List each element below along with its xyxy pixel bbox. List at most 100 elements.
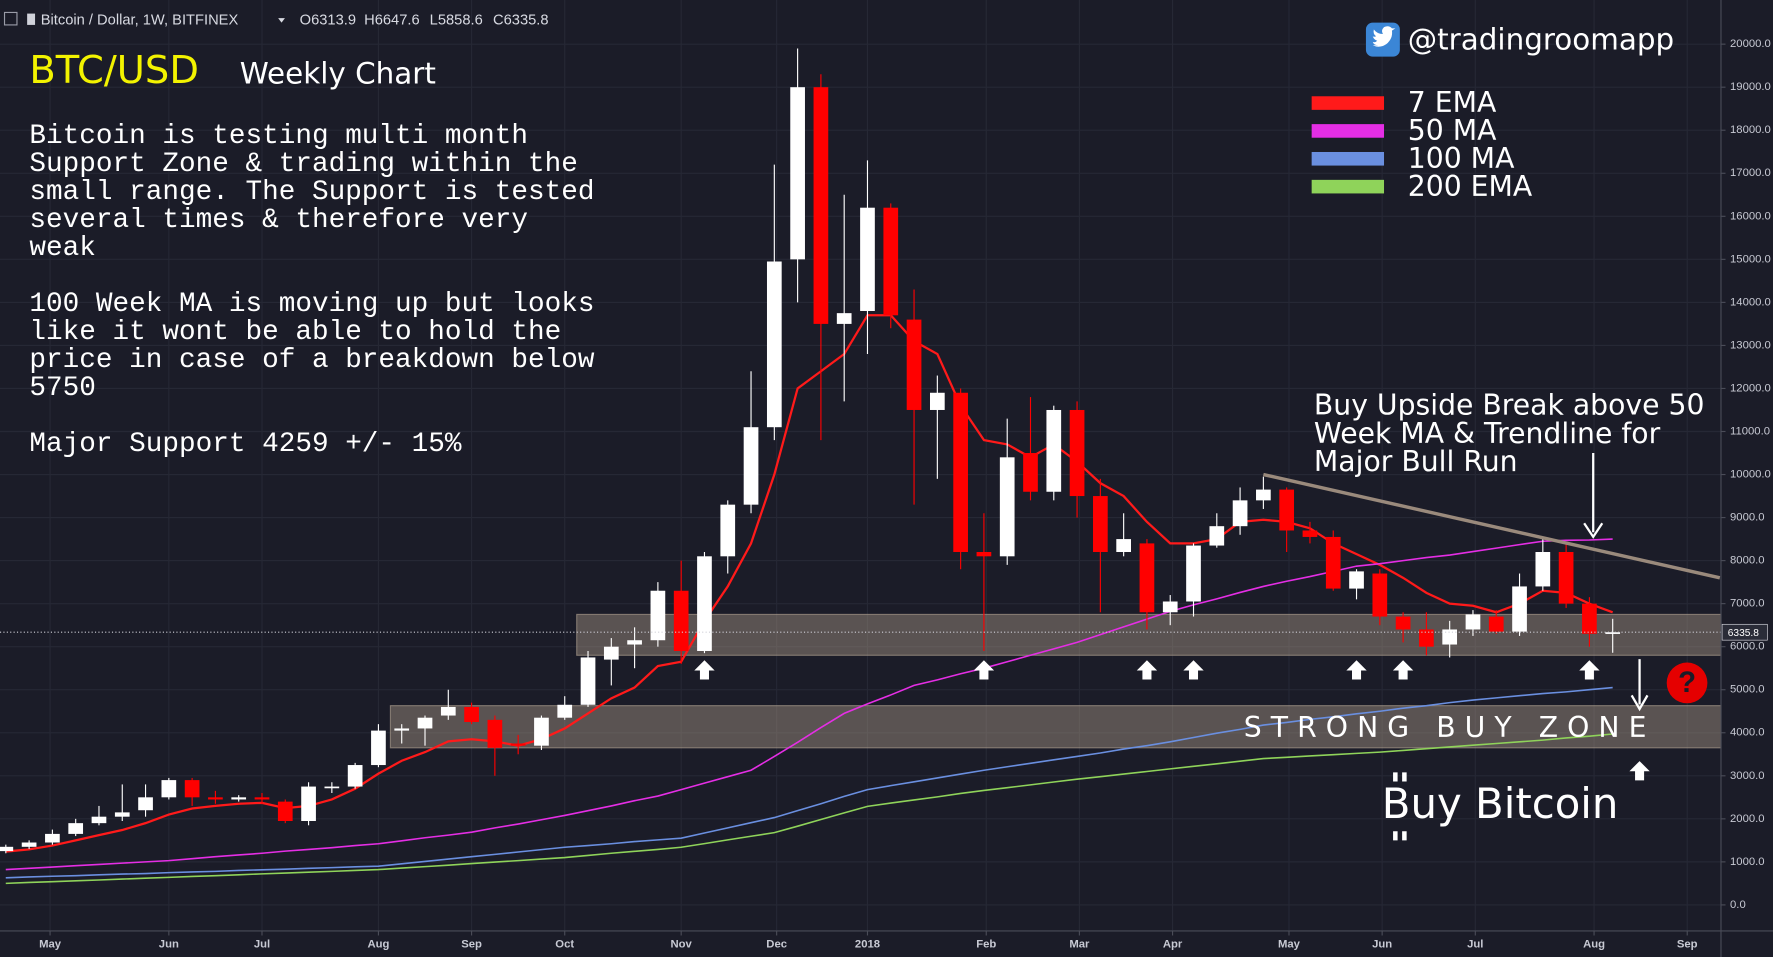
x-tick-label: 2018 xyxy=(855,939,880,951)
y-tick-label: 14000.0 xyxy=(1730,296,1771,308)
support-arrow xyxy=(1579,660,1600,680)
y-tick-label: 2000.0 xyxy=(1730,813,1765,825)
chart-title: BTC/USD xyxy=(29,48,199,93)
zone xyxy=(576,613,1722,656)
candle-body xyxy=(720,504,736,557)
candle-body xyxy=(324,786,340,789)
annotation-line: Bitcoin is testing multi month xyxy=(29,121,528,152)
candle-body xyxy=(1442,629,1458,645)
price-tag xyxy=(1721,623,1768,641)
callout-line: Major Bull Run xyxy=(1314,445,1518,478)
legend-swatch xyxy=(1311,151,1385,166)
candle-body xyxy=(580,657,596,705)
candle-body xyxy=(21,842,37,847)
candle-body xyxy=(1325,536,1341,589)
header-low: L5858.6 xyxy=(430,12,483,28)
candle-body xyxy=(1512,586,1527,632)
candle-body xyxy=(91,816,107,824)
candle-body xyxy=(1488,616,1504,632)
legend-label: 100 MA xyxy=(1408,142,1515,175)
ma-line xyxy=(5,686,1613,879)
price-tag-label: 6335.8 xyxy=(1728,628,1759,639)
candle-body xyxy=(906,319,922,410)
candle-body xyxy=(766,261,782,428)
chart-subtitle: Weekly Chart xyxy=(240,56,436,90)
bitcoin-strokes xyxy=(1393,772,1407,841)
callout-line: Buy Upside Break above 50 xyxy=(1314,389,1705,422)
candle-body xyxy=(347,765,363,787)
help-icon-text: ? xyxy=(1678,666,1696,699)
y-tick-label: 9000.0 xyxy=(1730,512,1765,524)
candle-body xyxy=(743,427,759,505)
overlay: STRONG BUY ZONE xyxy=(0,472,1721,744)
down-arrow xyxy=(1630,659,1649,712)
candle-body xyxy=(0,846,14,852)
candle-body xyxy=(1605,632,1621,634)
y-tick-label: 0.0 xyxy=(1730,899,1746,911)
y-tick-label: 12000.0 xyxy=(1730,382,1771,394)
x-tick-label: May xyxy=(39,939,62,951)
candle-body xyxy=(1023,453,1038,492)
trendline xyxy=(1263,472,1721,580)
candle-body xyxy=(114,812,130,817)
annotation-line: 100 Week MA is moving up but looks xyxy=(29,289,594,320)
candle-body xyxy=(1582,603,1597,634)
candle-body xyxy=(1046,409,1062,492)
candle-body xyxy=(417,717,433,729)
annotation-line: several times & therefore very xyxy=(29,205,528,236)
candle-body xyxy=(1116,539,1131,553)
x-tick-label: Jun xyxy=(1372,939,1392,951)
y-tick-label: 4000.0 xyxy=(1730,727,1765,739)
annotation-line: Major Support 4259 +/- 15% xyxy=(29,429,462,460)
header-open: O6313.9 xyxy=(300,12,356,28)
support-arrow xyxy=(1392,660,1414,680)
support-arrow xyxy=(694,660,715,680)
candle-body xyxy=(883,207,899,316)
support-arrow xyxy=(973,660,995,680)
legend-swatch xyxy=(1311,96,1385,110)
candle-body xyxy=(673,590,689,651)
candle-body xyxy=(184,780,200,798)
zone-label: STRONG BUY ZONE xyxy=(1244,711,1656,744)
candle-body xyxy=(650,590,666,641)
candle-body xyxy=(534,717,549,746)
legend-swatch xyxy=(1311,124,1385,138)
candle-body xyxy=(1209,526,1225,546)
candle-body xyxy=(697,556,712,651)
legend-label: 7 EMA xyxy=(1408,86,1497,119)
y-tick-label: 8000.0 xyxy=(1730,555,1765,567)
candle-body xyxy=(371,730,386,766)
candle-body xyxy=(1139,543,1155,613)
legend-swatch xyxy=(1311,179,1385,194)
annotation-line: weak xyxy=(29,233,95,264)
candle-body xyxy=(440,706,456,716)
header-close: C6335.8 xyxy=(493,12,549,28)
help-icon[interactable] xyxy=(1666,662,1708,704)
dropdown-caret[interactable] xyxy=(278,18,285,23)
x-tick-label: May xyxy=(1278,939,1301,951)
x-tick-label: Nov xyxy=(671,939,693,951)
header-icon xyxy=(3,11,18,26)
y-tick-label: 16000.0 xyxy=(1730,210,1771,222)
candle-body xyxy=(1558,552,1574,604)
candle-body xyxy=(208,797,223,800)
candle-body xyxy=(394,728,410,731)
x-tick-label: Aug xyxy=(1583,939,1605,951)
ma-lines xyxy=(5,314,1614,885)
y-tick-label: 5000.0 xyxy=(1730,684,1765,696)
y-tick-label: 13000.0 xyxy=(1730,339,1771,351)
candle-body xyxy=(231,797,247,800)
header-logo xyxy=(27,13,36,25)
candle-body xyxy=(976,552,992,557)
x-tick-label: Apr xyxy=(1163,939,1183,951)
y-tick-label: 18000.0 xyxy=(1730,124,1771,136)
candle-body xyxy=(1465,614,1481,630)
y-tick-label: 6000.0 xyxy=(1730,641,1765,653)
x-tick-label: Aug xyxy=(367,939,389,951)
candle-body xyxy=(953,392,968,553)
candle-body xyxy=(1093,496,1108,553)
annotation-line: small range. The Support is tested xyxy=(29,177,594,208)
candle-body xyxy=(1069,409,1085,497)
